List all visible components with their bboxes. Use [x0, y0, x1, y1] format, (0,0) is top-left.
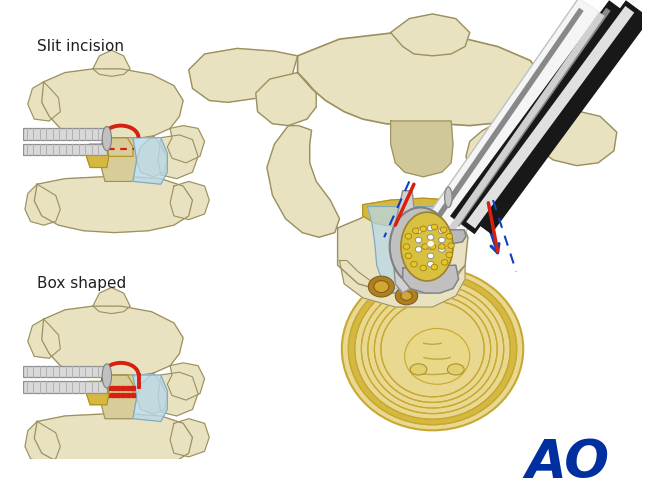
Polygon shape [35, 177, 192, 233]
Ellipse shape [348, 273, 517, 425]
Polygon shape [93, 50, 130, 76]
Ellipse shape [102, 127, 112, 151]
Ellipse shape [448, 364, 464, 375]
Ellipse shape [405, 253, 412, 259]
Ellipse shape [403, 244, 410, 249]
Ellipse shape [401, 212, 453, 281]
Polygon shape [339, 260, 465, 307]
Polygon shape [25, 184, 61, 225]
Ellipse shape [416, 246, 422, 252]
Ellipse shape [428, 225, 434, 231]
Ellipse shape [401, 291, 412, 300]
Polygon shape [100, 138, 136, 181]
Ellipse shape [361, 284, 503, 414]
Polygon shape [93, 287, 130, 314]
Ellipse shape [446, 252, 452, 258]
Polygon shape [158, 372, 198, 416]
Ellipse shape [428, 235, 434, 240]
Polygon shape [521, 110, 616, 166]
Polygon shape [100, 375, 136, 419]
Ellipse shape [381, 301, 484, 397]
Text: Slit incision: Slit incision [37, 39, 124, 54]
Polygon shape [133, 375, 168, 422]
Polygon shape [168, 363, 205, 400]
Polygon shape [28, 319, 61, 358]
Polygon shape [170, 419, 209, 457]
Polygon shape [394, 191, 416, 293]
Polygon shape [298, 33, 544, 126]
Text: AO: AO [525, 437, 610, 490]
Ellipse shape [374, 281, 389, 292]
Ellipse shape [439, 228, 445, 234]
Ellipse shape [395, 287, 418, 305]
Polygon shape [432, 230, 466, 244]
Ellipse shape [102, 364, 112, 388]
FancyBboxPatch shape [23, 144, 107, 155]
Ellipse shape [368, 276, 394, 297]
Polygon shape [267, 126, 339, 237]
Ellipse shape [411, 261, 417, 267]
Polygon shape [189, 48, 298, 103]
Ellipse shape [446, 234, 452, 239]
Ellipse shape [431, 264, 438, 270]
Polygon shape [168, 126, 205, 163]
Ellipse shape [430, 244, 436, 249]
Polygon shape [136, 373, 168, 414]
Ellipse shape [410, 364, 427, 375]
Ellipse shape [442, 260, 448, 265]
Ellipse shape [416, 237, 422, 243]
Polygon shape [133, 138, 168, 184]
Ellipse shape [416, 228, 422, 234]
FancyBboxPatch shape [23, 128, 107, 140]
Polygon shape [466, 123, 515, 181]
Ellipse shape [439, 237, 445, 243]
Ellipse shape [448, 243, 454, 248]
Polygon shape [136, 136, 168, 177]
Polygon shape [86, 382, 109, 405]
Polygon shape [28, 82, 61, 121]
Ellipse shape [439, 244, 445, 249]
Polygon shape [403, 265, 459, 293]
Ellipse shape [428, 244, 434, 249]
Ellipse shape [420, 265, 426, 271]
Polygon shape [25, 422, 61, 462]
Polygon shape [100, 375, 133, 393]
Text: Box shaped: Box shaped [37, 277, 126, 291]
Ellipse shape [428, 261, 434, 267]
Ellipse shape [445, 187, 452, 208]
Polygon shape [256, 72, 317, 126]
Polygon shape [100, 138, 133, 156]
Polygon shape [42, 306, 183, 377]
Polygon shape [86, 144, 109, 168]
Ellipse shape [374, 295, 491, 402]
FancyBboxPatch shape [23, 366, 107, 377]
Polygon shape [367, 207, 442, 293]
Ellipse shape [427, 241, 434, 247]
Polygon shape [35, 414, 192, 470]
Polygon shape [362, 198, 468, 228]
Polygon shape [390, 14, 469, 56]
Ellipse shape [420, 226, 426, 232]
Ellipse shape [428, 253, 434, 259]
Polygon shape [338, 205, 468, 293]
Ellipse shape [412, 228, 419, 234]
Ellipse shape [390, 208, 451, 285]
Ellipse shape [439, 246, 445, 252]
Polygon shape [390, 121, 453, 177]
Ellipse shape [404, 328, 469, 384]
Ellipse shape [431, 224, 438, 230]
Ellipse shape [405, 234, 412, 239]
Ellipse shape [342, 268, 523, 430]
Ellipse shape [440, 227, 447, 233]
FancyBboxPatch shape [23, 382, 107, 392]
Ellipse shape [422, 244, 428, 249]
Polygon shape [158, 135, 198, 178]
Ellipse shape [355, 279, 510, 419]
Polygon shape [170, 181, 209, 219]
Polygon shape [42, 69, 183, 140]
Ellipse shape [368, 290, 497, 408]
